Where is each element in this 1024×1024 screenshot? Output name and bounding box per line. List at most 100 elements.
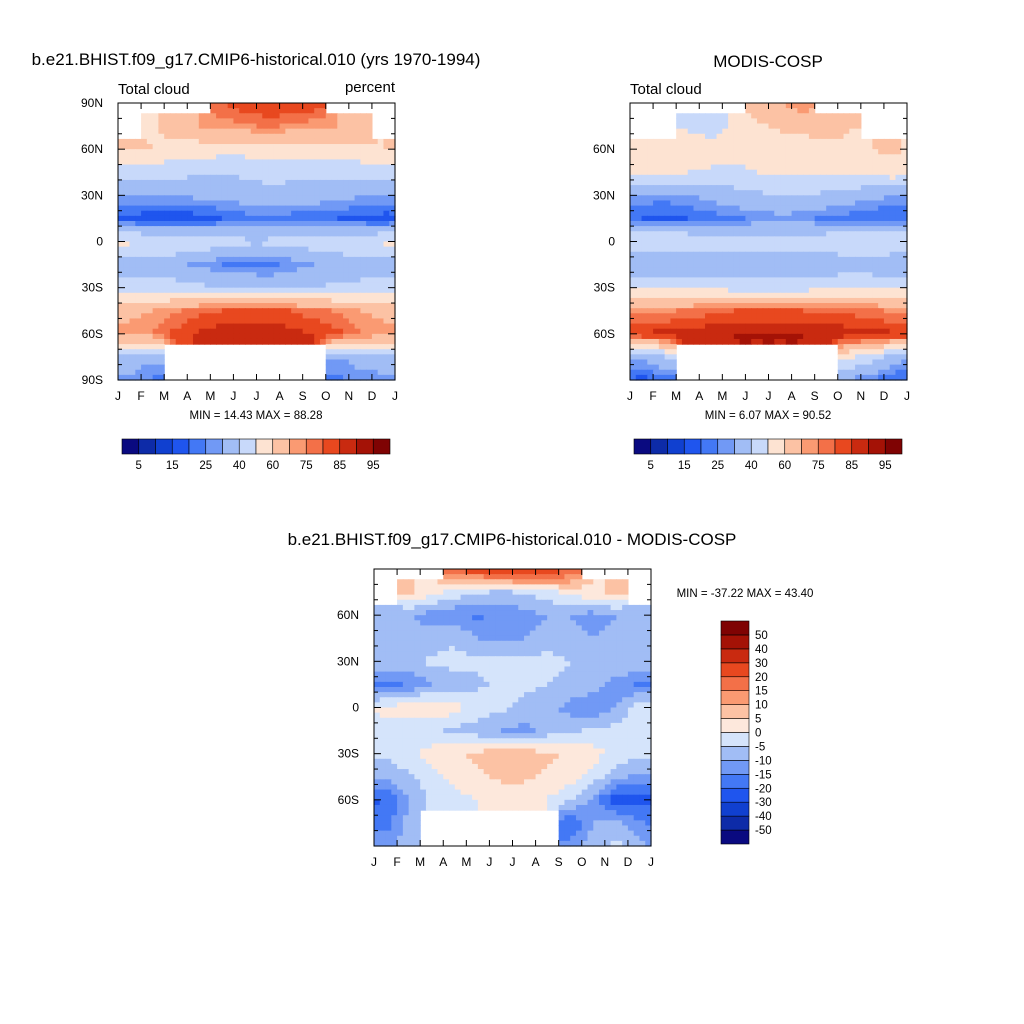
field-cell — [152, 364, 159, 371]
field-cell — [227, 220, 235, 227]
field-cell — [466, 594, 473, 601]
field-cell — [653, 149, 660, 155]
x-tick-label: J — [115, 389, 121, 403]
field-cell — [895, 272, 902, 279]
field-cell — [348, 262, 356, 268]
field-cell — [158, 349, 165, 355]
field-cell — [239, 262, 246, 268]
field-cell — [262, 236, 269, 243]
field-cell — [198, 179, 206, 186]
colorbar-label: 15 — [166, 460, 179, 472]
field-cell — [227, 282, 235, 289]
field-cell — [325, 210, 333, 217]
field-cell — [797, 251, 804, 258]
field-cell — [472, 584, 479, 591]
field-cell — [348, 364, 356, 371]
field-cell — [803, 246, 810, 253]
field-cell — [883, 303, 891, 309]
field-cell — [360, 349, 367, 355]
field-cell — [239, 267, 246, 273]
field-cell — [239, 123, 246, 130]
field-cell — [377, 185, 385, 191]
field-cell — [319, 267, 327, 273]
field-cell — [169, 282, 177, 289]
field-cell — [244, 297, 252, 304]
field-cell — [164, 164, 171, 171]
field-cell — [279, 236, 286, 243]
field-cell — [710, 231, 718, 237]
field-cell — [768, 215, 775, 222]
panel2-stats: MIN = 6.07 MAX = 90.52 — [705, 410, 832, 422]
field-cell — [123, 364, 131, 371]
field-cell — [768, 313, 775, 320]
field-cell — [239, 287, 246, 294]
field-cell — [722, 195, 729, 202]
field-cell — [291, 123, 298, 130]
field-cell — [383, 277, 390, 284]
field-cell — [860, 323, 868, 330]
field-cell — [233, 103, 240, 109]
field-cell — [291, 303, 298, 309]
field-cell — [291, 287, 298, 294]
field-cell — [262, 190, 269, 196]
field-cell — [164, 297, 171, 304]
field-cell — [383, 241, 390, 248]
field-cell — [366, 303, 373, 309]
field-cell — [728, 318, 735, 325]
field-cell — [751, 313, 758, 320]
field-cell — [883, 328, 891, 335]
field-cell — [699, 138, 706, 145]
field-cell — [343, 277, 350, 284]
field-cell — [768, 272, 775, 279]
field-cell — [716, 138, 723, 145]
field-cell — [348, 210, 356, 217]
field-cell — [250, 323, 258, 330]
field-cell — [169, 185, 177, 191]
field-cell — [135, 287, 142, 294]
field-cell — [849, 133, 856, 140]
field-cell — [733, 138, 741, 145]
field-cell — [158, 164, 165, 171]
field-cell — [319, 333, 327, 340]
field-cell — [837, 308, 845, 314]
field-cell — [360, 195, 367, 202]
field-cell — [216, 205, 223, 212]
field-cell — [774, 241, 781, 248]
field-cell — [227, 200, 235, 207]
field-cell — [279, 144, 286, 150]
field-cell — [722, 215, 729, 222]
field-cell — [866, 164, 873, 171]
field-cell — [635, 256, 643, 263]
field-cell — [273, 256, 281, 263]
field-cell — [377, 236, 385, 243]
field-cell — [872, 272, 879, 279]
field-cell — [383, 318, 390, 325]
field-cell — [785, 159, 793, 166]
field-cell — [762, 267, 770, 273]
field-cell — [693, 220, 700, 227]
field-cell — [158, 359, 165, 366]
field-cell — [233, 287, 240, 294]
field-cell — [169, 272, 177, 279]
field-cell — [653, 185, 660, 191]
field-cell — [745, 108, 752, 114]
field-cell — [797, 226, 804, 232]
field-cell — [883, 205, 891, 212]
field-cell — [872, 267, 879, 273]
field-cell — [273, 113, 281, 119]
field-cell — [268, 103, 275, 109]
field-cell — [325, 241, 333, 248]
field-cell — [705, 333, 712, 340]
field-cell — [273, 103, 281, 109]
field-cell — [820, 128, 827, 135]
field-cell — [878, 364, 885, 371]
field-cell — [705, 251, 712, 258]
field-cell — [895, 262, 902, 268]
field-cell — [389, 272, 396, 279]
field-cell — [860, 241, 868, 248]
field-cell — [849, 154, 856, 161]
field-cell — [371, 333, 379, 340]
field-cell — [831, 185, 839, 191]
field-cell — [687, 241, 695, 248]
colorbar-swatch — [801, 438, 819, 455]
